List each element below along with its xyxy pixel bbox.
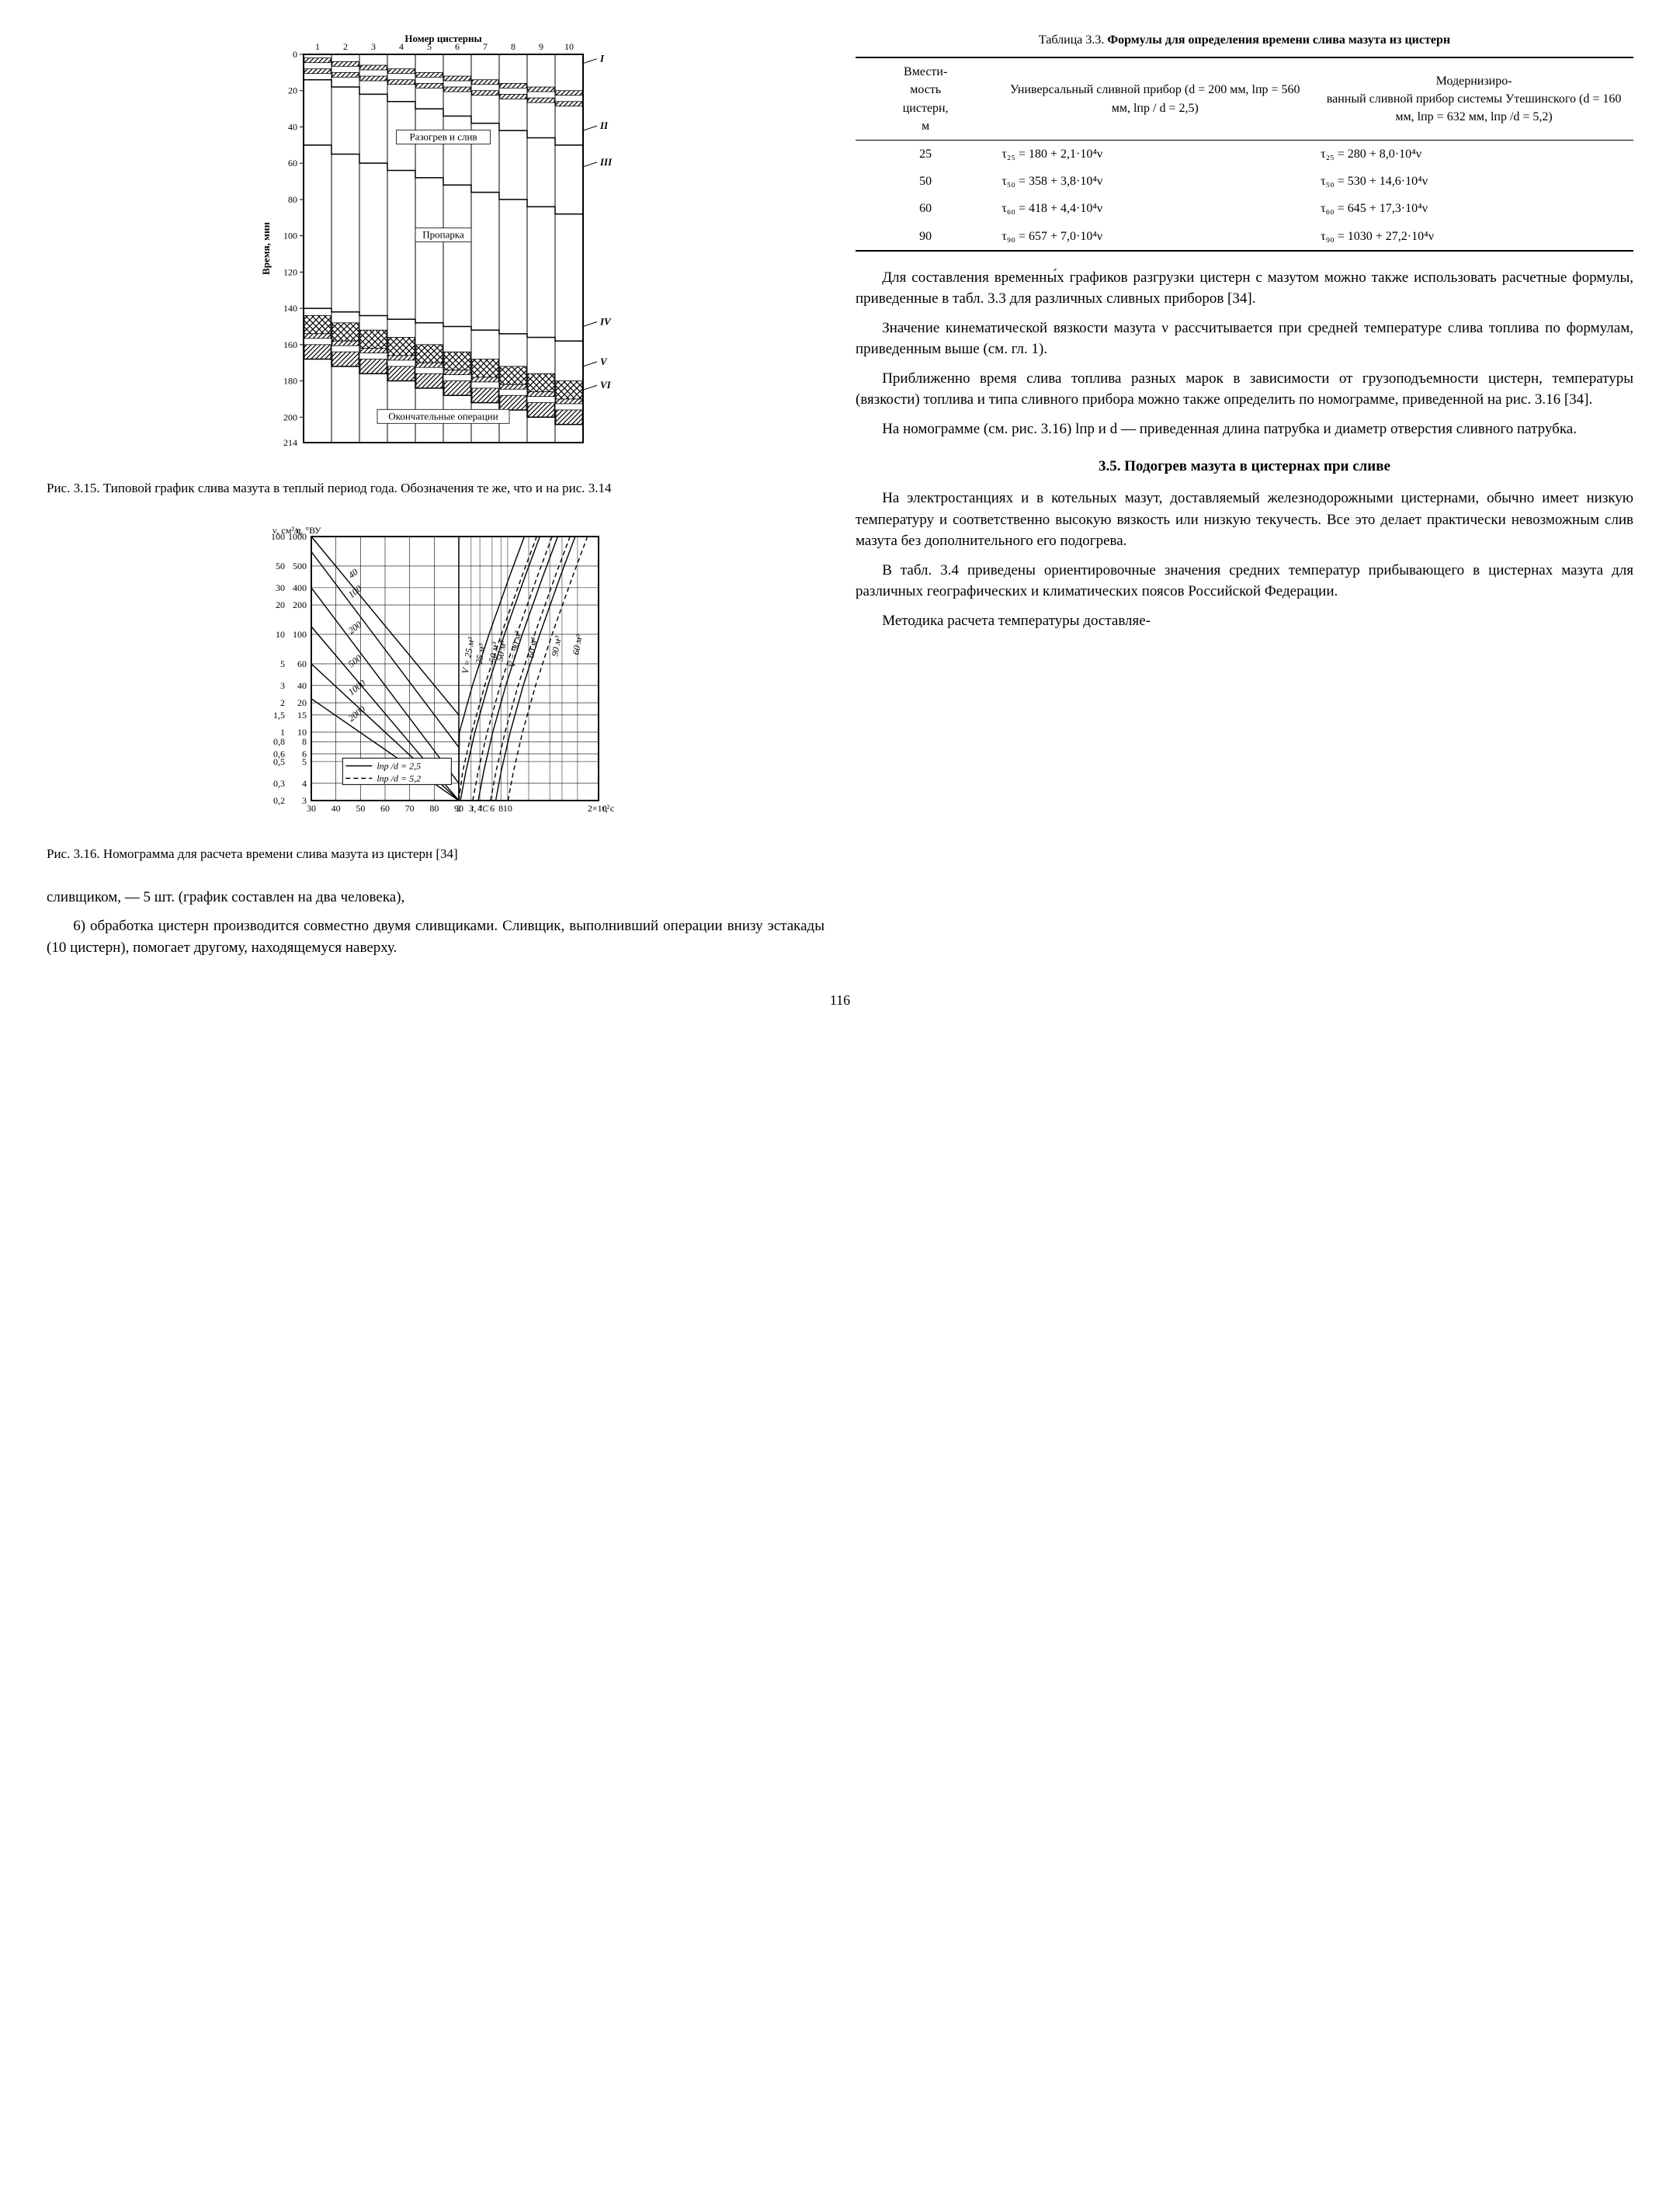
svg-text:3: 3: [371, 41, 376, 52]
svg-text:140: 140: [283, 303, 297, 314]
svg-text:3: 3: [469, 803, 474, 814]
svg-text:η, °ВУ: η, °ВУ: [296, 525, 321, 536]
svg-text:100: 100: [293, 629, 307, 640]
left-para-1: сливщиком, — 5 шт. (график составлен на …: [47, 887, 824, 908]
svg-text:180: 180: [283, 376, 297, 387]
svg-text:400: 400: [293, 582, 307, 593]
svg-text:60: 60: [380, 803, 390, 814]
svg-text:200: 200: [346, 619, 364, 636]
svg-text:Время, мин: Время, мин: [260, 222, 272, 275]
svg-text:3: 3: [280, 680, 285, 691]
svg-text:40: 40: [331, 803, 341, 814]
svg-text:0,2: 0,2: [273, 795, 285, 806]
svg-text:20: 20: [297, 697, 307, 708]
right-para-7: Методика расчета температуры доставляе-: [856, 610, 1633, 632]
svg-text:214: 214: [283, 437, 297, 448]
svg-text:90 м³: 90 м³: [549, 635, 563, 658]
table-3-3: Вмести-мостьцистерн,м Универсальный слив…: [856, 57, 1633, 252]
caption-3-16: Рис. 3.16. Номограмма для расчета времен…: [47, 846, 824, 863]
svg-text:30: 30: [307, 803, 316, 814]
svg-text:60 м³: 60 м³: [571, 634, 585, 656]
svg-text:2: 2: [280, 697, 285, 708]
svg-text:40: 40: [297, 680, 307, 691]
caption-3-15: Рис. 3.15. Типовой график слива мазута в…: [47, 480, 824, 498]
svg-text:7: 7: [483, 41, 488, 52]
svg-text:20: 20: [276, 599, 285, 610]
right-para-2: Значение кинематической вязкости мазута …: [856, 318, 1633, 360]
section-3-5-header: 3.5. Подогрев мазута в цистернах при сли…: [856, 456, 1633, 478]
svg-text:20: 20: [288, 85, 297, 96]
svg-text:1,5: 1,5: [273, 710, 285, 721]
svg-text:70: 70: [405, 803, 415, 814]
svg-text:II: II: [599, 120, 609, 131]
svg-text:8: 8: [511, 41, 515, 52]
svg-text:V: V: [600, 356, 608, 367]
svg-text:60 м³: 60 м³: [526, 637, 540, 659]
svg-text:200: 200: [283, 412, 297, 422]
svg-text:100: 100: [283, 231, 297, 241]
svg-text:40: 40: [288, 121, 297, 132]
svg-text:4: 4: [477, 803, 482, 814]
svg-text:1: 1: [315, 41, 320, 52]
right-para-6: В табл. 3.4 приведены ориентировочные зн…: [856, 560, 1633, 603]
svg-text:40: 40: [346, 566, 360, 580]
svg-text:60: 60: [297, 658, 307, 669]
svg-text:8: 8: [302, 736, 307, 747]
svg-text:80: 80: [429, 803, 439, 814]
svg-text:Пропарка: Пропарка: [422, 229, 464, 241]
svg-text:lпр /d = 2,5: lпр /d = 2,5: [377, 760, 421, 771]
svg-text:5: 5: [280, 658, 285, 669]
svg-text:30: 30: [276, 582, 285, 593]
svg-text:60: 60: [288, 158, 297, 168]
chart-3-15: 12345678910Номер цистерны020406080100120…: [47, 31, 824, 466]
right-para-5: На электростанциях и в котельных мазут, …: [856, 488, 1633, 552]
right-para-1: Для составления временны́х графиков разг…: [856, 267, 1633, 310]
left-para-2: 6) обработка цистерн производится совмес…: [47, 915, 824, 958]
svg-text:V = 90 м³: V = 90 м³: [506, 630, 523, 669]
svg-text:200: 200: [293, 599, 307, 610]
svg-text:0: 0: [293, 49, 297, 60]
svg-text:0,8: 0,8: [273, 736, 285, 747]
svg-text:4: 4: [302, 778, 307, 789]
svg-text:τ, с: τ, с: [602, 803, 614, 814]
svg-text:500: 500: [346, 652, 364, 669]
svg-text:9: 9: [539, 41, 543, 52]
svg-text:10: 10: [564, 41, 574, 52]
svg-text:2: 2: [343, 41, 348, 52]
svg-text:15: 15: [297, 710, 307, 721]
svg-text:VI: VI: [600, 379, 612, 391]
svg-text:25 м³: 25 м³: [474, 643, 488, 665]
right-para-3: Приближенно время слива топлива разных м…: [856, 368, 1633, 411]
svg-text:0,5: 0,5: [273, 756, 285, 767]
svg-text:4: 4: [399, 41, 404, 52]
svg-text:0,3: 0,3: [273, 778, 285, 789]
svg-text:III: III: [599, 156, 613, 168]
svg-text:IV: IV: [599, 315, 612, 327]
svg-text:10: 10: [503, 803, 512, 814]
svg-text:500: 500: [293, 561, 307, 571]
svg-text:1000: 1000: [346, 677, 368, 697]
svg-text:50: 50: [276, 561, 285, 571]
chart-3-16: 1001000505003040020200101005603402201,51…: [47, 521, 824, 832]
right-para-4: На номограмме (см. рис. 3.16) lпр и d — …: [856, 419, 1633, 440]
svg-text:10: 10: [276, 629, 285, 640]
svg-text:160: 160: [283, 339, 297, 350]
svg-text:6: 6: [490, 803, 495, 814]
svg-text:I: I: [599, 53, 605, 64]
svg-text:5: 5: [302, 756, 307, 767]
svg-text:80: 80: [288, 194, 297, 205]
table-title: Таблица 3.3. Формулы для определения вре…: [856, 31, 1633, 49]
svg-text:50: 50: [356, 803, 365, 814]
svg-text:lпр /d = 5,2: lпр /d = 5,2: [377, 773, 421, 783]
svg-text:2: 2: [456, 803, 461, 814]
svg-text:Номер цистерны: Номер цистерны: [404, 33, 481, 44]
svg-text:120: 120: [283, 266, 297, 277]
svg-text:2000: 2000: [346, 703, 368, 724]
svg-text:Разогрев и слив: Разогрев и слив: [409, 130, 477, 142]
page-number: 116: [47, 990, 1633, 1010]
svg-text:Окончательные операции: Окончательные операции: [388, 410, 498, 422]
